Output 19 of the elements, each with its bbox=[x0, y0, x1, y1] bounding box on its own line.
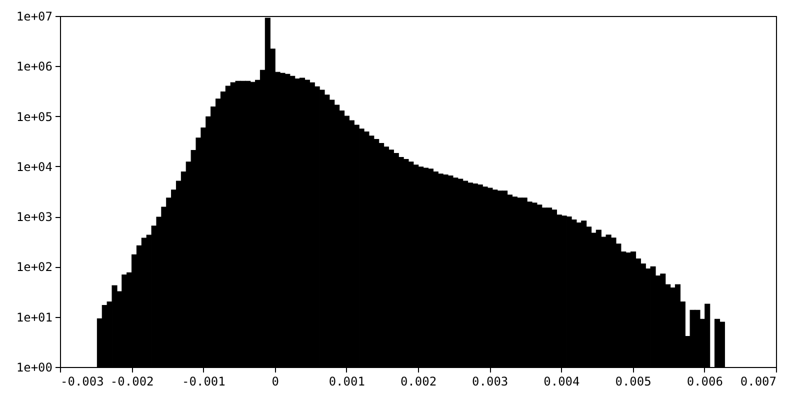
y-tick-label: 1e+02 bbox=[16, 260, 52, 274]
x-tick-label: -0.002 bbox=[110, 374, 154, 388]
y-tick-label: 1e+00 bbox=[16, 360, 52, 374]
y-tick-label: 1e+07 bbox=[16, 10, 52, 24]
y-tick-label: 1e+03 bbox=[16, 210, 52, 224]
x-tick-label: -0.001 bbox=[182, 374, 226, 388]
x-tick-label: 0.001 bbox=[328, 374, 365, 388]
x-tick-label: 0 bbox=[272, 374, 279, 388]
y-tick-label: 1e+01 bbox=[16, 310, 52, 324]
x-tick-label: 0.006 bbox=[686, 374, 723, 388]
x-tick-label: 0.003 bbox=[472, 374, 508, 388]
x-tick-label: -0.003 bbox=[60, 374, 104, 388]
x-tick-label: 0.005 bbox=[615, 374, 652, 388]
y-tick-label: 1e+05 bbox=[16, 110, 52, 124]
x-tick-label: 0.002 bbox=[400, 374, 437, 388]
x-tick-label: 0.007 bbox=[740, 374, 776, 388]
y-tick-label: 1e+04 bbox=[16, 160, 52, 174]
x-tick-label: 0.004 bbox=[544, 374, 580, 388]
y-tick-label: 1e+06 bbox=[16, 60, 52, 74]
